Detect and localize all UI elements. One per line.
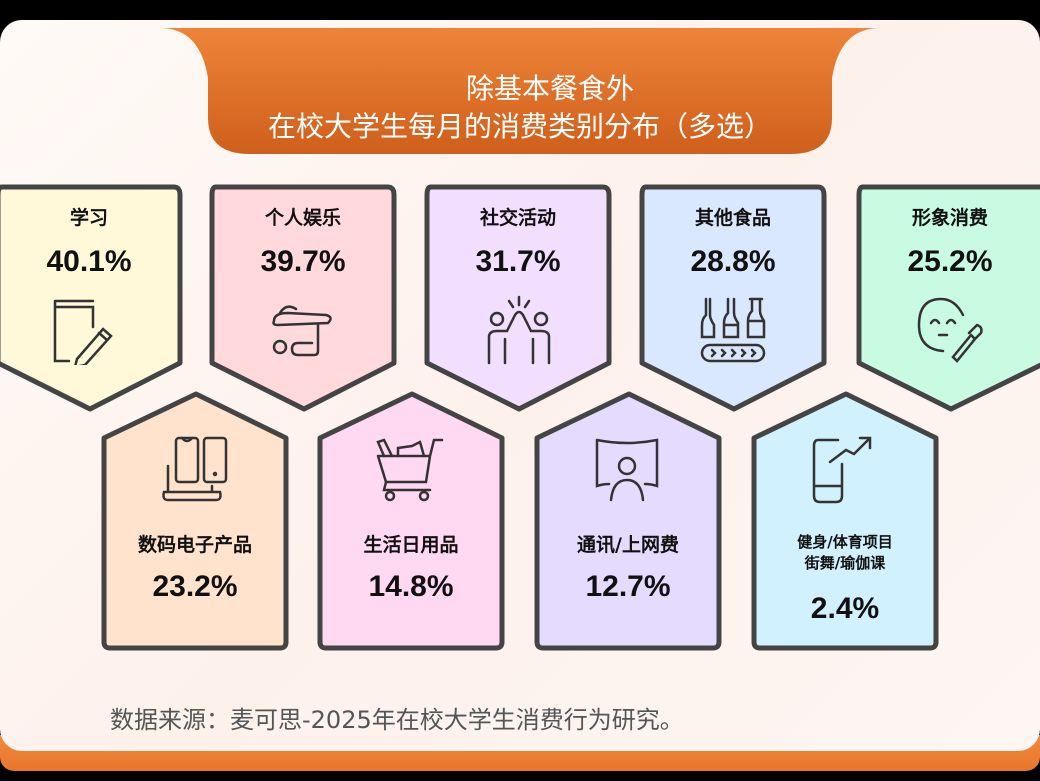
tile-value: 25.2% <box>907 245 993 278</box>
tile-telecom: 通讯/上网费 12.7% <box>533 390 723 652</box>
tile-value: 40.1% <box>46 245 132 278</box>
title-banner: 除基本餐食外 在校大学生每月的消费类别分布（多选） <box>160 28 880 154</box>
tile-label: 通讯/上网费 <box>577 534 679 556</box>
fitness-phone-icon <box>812 436 872 504</box>
tile-value: 12.7% <box>585 570 671 603</box>
face-makeup-icon <box>917 297 983 363</box>
tile-label: 形象消费 <box>911 207 988 229</box>
tile-social: 社交活动 31.7% <box>423 183 613 413</box>
book-pencil-icon <box>53 299 113 365</box>
tile-value: 23.2% <box>152 570 238 603</box>
tile-value: 31.7% <box>475 245 561 278</box>
tile-label: 个人娱乐 <box>264 207 341 229</box>
shopping-cart-icon <box>376 438 444 502</box>
tile-image-consumption: 形象消费 25.2% <box>855 183 1040 413</box>
leisure-icon <box>272 305 332 357</box>
tile-label: 学习 <box>69 207 108 229</box>
tile-label: 健身/体育项目 街舞/瑜伽课 <box>750 532 940 574</box>
title-line-1: 除基本餐食外 <box>465 72 634 105</box>
tile-label: 数码电子产品 <box>137 534 252 556</box>
devices-icon <box>162 436 228 502</box>
tile-study: 学习 40.1% <box>0 183 184 413</box>
tile-label-line-2: 街舞/瑜伽课 <box>804 554 886 572</box>
tile-daily-goods: 生活日用品 14.8% <box>316 390 506 652</box>
high-five-icon <box>487 295 551 365</box>
tile-label-line-1: 健身/体育项目 <box>797 533 893 551</box>
tile-digital: 数码电子产品 23.2% <box>100 390 290 652</box>
title-line-2: 在校大学生每月的消费类别分布（多选） <box>267 110 772 143</box>
tile-label: 其他食品 <box>694 207 771 229</box>
video-call-icon <box>595 438 659 502</box>
bottles-icon <box>700 297 766 363</box>
data-source-note: 数据来源：麦可思-2025年在校大学生消费行为研究。 <box>110 706 684 734</box>
tile-fitness: 健身/体育项目 街舞/瑜伽课 2.4% <box>750 390 940 652</box>
tile-value: 14.8% <box>368 570 454 603</box>
tile-other-food: 其他食品 28.8% <box>638 183 828 413</box>
tile-label: 社交活动 <box>479 207 556 229</box>
tile-label: 生活日用品 <box>363 534 459 556</box>
tile-value: 2.4% <box>810 592 880 625</box>
tile-value: 28.8% <box>690 245 776 278</box>
tile-value: 39.7% <box>260 245 346 278</box>
tile-entertainment: 个人娱乐 39.7% <box>208 183 398 413</box>
